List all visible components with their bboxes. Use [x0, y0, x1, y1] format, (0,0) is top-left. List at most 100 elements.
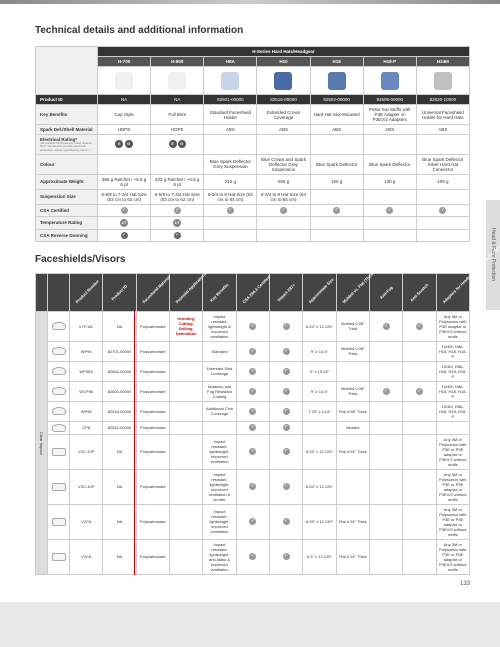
page: Head & Face Protection Technical details… — [0, 0, 500, 602]
visor-cell: 9" x 14.5" — [303, 381, 336, 401]
visor-cell: WP98 — [70, 401, 103, 421]
row-label: Approximate Weight — [36, 174, 98, 189]
check-icon: ✓ — [283, 553, 290, 560]
visor-shape-icon — [52, 424, 66, 432]
visor-cell: Impact resistant, lightweight, improved … — [203, 504, 236, 539]
data-cell: 150 g — [310, 174, 363, 189]
data-cell: HDPE — [151, 125, 204, 135]
data-cell: ✓ — [257, 204, 310, 216]
visor-cell — [169, 341, 202, 361]
diag-header: Potential Applications — [169, 273, 202, 311]
visor-cell: Impact resistant, lightweight, improved … — [203, 434, 236, 469]
visor-cell: V2C-10P — [70, 434, 103, 469]
data-cell — [257, 135, 310, 155]
visor-cell: ✓ — [269, 421, 302, 434]
check-icon: ✓ — [416, 323, 423, 330]
data-cell: LT — [151, 216, 204, 229]
visor-image-cell — [48, 539, 70, 574]
row-label: Suspension Size — [36, 189, 98, 204]
visor-cell: 82543-00000 — [103, 401, 136, 421]
data-cell — [310, 189, 363, 204]
diag-header: CSA Z94.3 Certified — [236, 273, 269, 311]
data-cell: 6-5/8 to 7-3/4 Hat Size (53 cm to 62 cm) — [151, 189, 204, 204]
data-cell — [363, 229, 416, 241]
visor-cell — [369, 539, 402, 574]
app-column-redline — [134, 311, 135, 575]
row-label: Product ID — [36, 95, 98, 105]
diag-header: Approximate Size — [303, 273, 336, 311]
rating-badge: E — [169, 140, 177, 148]
data-cell — [416, 216, 469, 229]
row-label: Temperature Rating — [36, 216, 98, 229]
visor-cell: Polycarbonate — [136, 469, 169, 504]
check-icon: ✓ — [333, 207, 340, 214]
diag-header: Product Number — [70, 273, 103, 311]
visor-cell: Any 3M or Polysonics with P3E or P5E ada… — [436, 539, 469, 574]
data-cell: Extended Crown Coverage — [257, 105, 310, 125]
data-cell: Blue Spark Deflector — [310, 154, 363, 174]
visor-cell: NA — [103, 469, 136, 504]
visor-cell: NA — [103, 504, 136, 539]
check-icon: ✓ — [249, 388, 256, 395]
product-image-cell — [310, 67, 363, 95]
visor-cell — [369, 341, 402, 361]
check-icon: ✓ — [283, 323, 290, 330]
visor-cell: ✓ — [369, 311, 402, 341]
hardhat-table: H-Series Hard Hats/Headgear H-700H-800H8… — [35, 46, 470, 242]
visor-cell — [336, 361, 369, 381]
data-cell: ABS — [363, 125, 416, 135]
visor-cell — [403, 341, 436, 361]
visor-cell: ✓ — [236, 361, 269, 381]
visor-cell: ✓ — [236, 469, 269, 504]
visor-cell: V3C6 — [70, 539, 103, 574]
data-cell: 82516-00000 — [257, 95, 310, 105]
data-cell: ABS — [257, 125, 310, 135]
diag-header: Key Benefits — [203, 273, 236, 311]
visor-cell — [336, 469, 369, 504]
data-cell — [416, 135, 469, 155]
visor-shape-icon — [52, 553, 66, 561]
visor-cell: Molded — [336, 421, 369, 434]
data-cell: 6-3/4 to 8 Hat Size (54 cm to 64 cm) — [204, 189, 257, 204]
data-cell: ✓ — [98, 229, 151, 241]
check-icon: ✓ — [249, 553, 256, 560]
visor-cell: ✓ — [236, 381, 269, 401]
visor-image-cell — [48, 361, 70, 381]
visor-image-cell — [48, 341, 70, 361]
visor-image-cell — [48, 504, 70, 539]
data-cell: 403 g Ratchet / +6.5 g 6 pt — [151, 174, 204, 189]
visor-cell: Impact resistant, lightweight, anti-stat… — [203, 539, 236, 574]
data-cell: Blue Spark Deflector — [363, 154, 416, 174]
data-cell: ✓ — [310, 204, 363, 216]
visor-cell: ✓ — [269, 361, 302, 381]
visor-cell: Polycarbonate — [136, 311, 169, 341]
visor-image-cell — [48, 401, 70, 421]
visor-cell: V7F-WL — [70, 311, 103, 341]
visor-cell: Polycarbonate — [136, 421, 169, 434]
visor-cell — [403, 361, 436, 381]
visors-heading: Faceshields/Visors — [35, 254, 470, 265]
data-cell: Blue Spark Deflector Grey Suspension — [204, 154, 257, 174]
check-icon: ✓ — [386, 207, 393, 214]
visor-cell: NA — [103, 434, 136, 469]
top-accent-bar — [0, 0, 500, 4]
data-cell: 82502-00000 — [310, 95, 363, 105]
product-image-cell — [416, 67, 469, 95]
visor-cell — [369, 504, 402, 539]
data-cell: ✓ — [363, 204, 416, 216]
visor-cell: 82701-00000 — [103, 341, 136, 361]
blank-corner — [36, 47, 98, 95]
rating-badge: E — [115, 140, 123, 148]
visor-image-cell — [48, 311, 70, 341]
data-cell: ✓ — [98, 204, 151, 216]
visor-cell — [403, 539, 436, 574]
visor-cell: H24M, H8A, H18, H18, H18-P — [436, 341, 469, 361]
data-cell — [363, 135, 416, 155]
visor-cell: ✓ — [403, 381, 436, 401]
visor-image-cell — [48, 469, 70, 504]
visor-cell: Flat 0.04" Thick — [336, 504, 369, 539]
product-image-cell — [98, 67, 151, 95]
data-cell: ✓ — [151, 229, 204, 241]
data-cell: Universal Faceshield Holder for Hard Hat… — [416, 105, 469, 125]
visor-cell: H24M, H8A, H18, H18, H18-P — [436, 381, 469, 401]
